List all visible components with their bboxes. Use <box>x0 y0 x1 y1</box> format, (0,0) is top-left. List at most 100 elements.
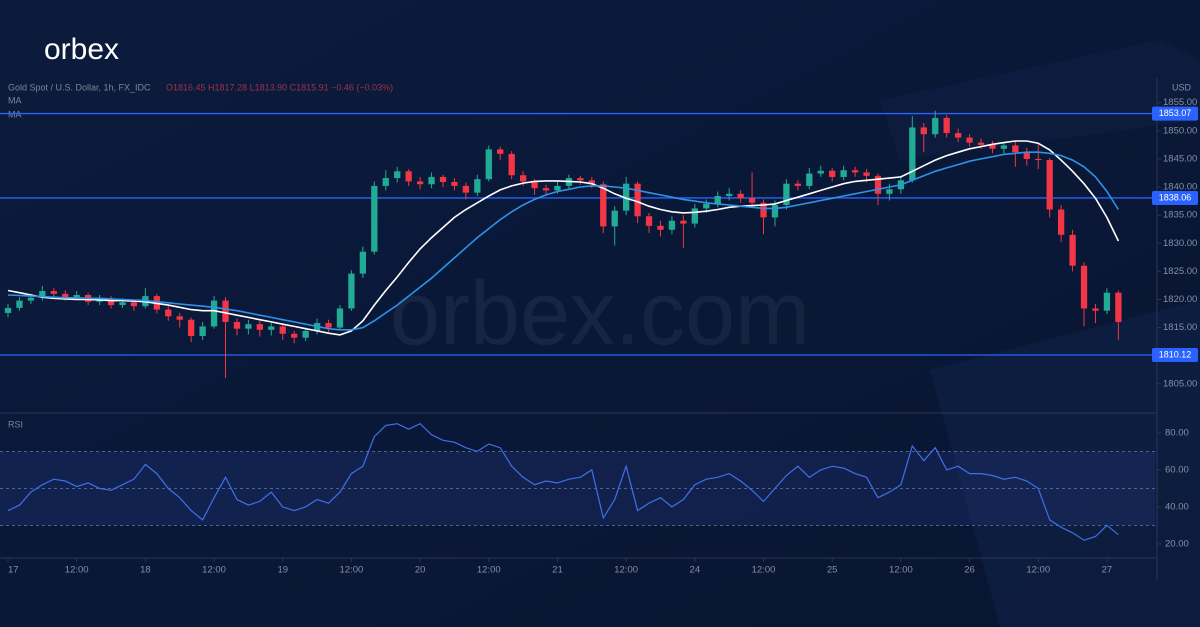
x-tick-label: 27 <box>1102 565 1113 576</box>
candle-body <box>165 309 172 317</box>
candle-body <box>1115 292 1122 322</box>
candle-body <box>302 330 309 338</box>
candle-body <box>107 298 115 306</box>
candle-body <box>829 170 836 177</box>
decor <box>930 300 1200 627</box>
y-tick-label: 1835.00 <box>1163 210 1197 221</box>
candle-body <box>27 297 35 301</box>
x-tick-label: 12:00 <box>340 565 364 576</box>
x-tick-label: 25 <box>827 565 838 576</box>
candle-body <box>542 188 550 191</box>
chart-title: Gold Spot / U.S. Dollar, 1h, FX_IDC <box>8 82 151 92</box>
candle-body <box>439 176 447 182</box>
candle-body <box>4 307 12 313</box>
rsi-line <box>7 422 1119 541</box>
x-tick-label: 17 <box>8 565 19 576</box>
candle-body <box>508 153 515 176</box>
y-tick-label: 1820.00 <box>1163 294 1197 305</box>
level-label: 1853.07 <box>1159 108 1192 118</box>
candle-body <box>1046 160 1053 210</box>
candle-body <box>794 183 802 186</box>
candle-body <box>748 198 756 203</box>
candle-body <box>222 300 229 322</box>
candle-body <box>279 326 286 334</box>
candle-body <box>245 324 252 329</box>
candle-body <box>474 179 481 193</box>
candle-body <box>783 183 790 206</box>
candle-body <box>359 251 367 274</box>
candle-body <box>50 291 57 294</box>
x-tick-label: 19 <box>277 565 288 576</box>
candle-body <box>806 173 813 186</box>
candle-body <box>382 178 389 186</box>
ma-line <box>7 151 1120 331</box>
candle-body <box>554 185 561 191</box>
x-tick-label: 18 <box>140 565 151 576</box>
candle-body <box>62 293 69 298</box>
y-tick-label: 1855.00 <box>1163 97 1197 108</box>
candle-body <box>73 294 80 298</box>
candle-body <box>256 324 263 330</box>
level-tag <box>1152 347 1198 362</box>
y-tick-label: 1830.00 <box>1163 238 1197 249</box>
x-tick-label: 12:00 <box>1026 565 1050 576</box>
candle-body <box>714 196 721 204</box>
candle-body <box>920 127 927 135</box>
candle-body <box>485 149 492 180</box>
candle-body <box>600 184 607 227</box>
candle-body <box>405 171 412 182</box>
candle-body <box>954 133 962 138</box>
level-tag <box>1152 106 1198 121</box>
quote: O1816.45 H1817.28 L1813.90 C1815.91 −0.4… <box>166 82 393 92</box>
candle-body <box>691 208 698 224</box>
candle-body <box>291 333 298 338</box>
x-tick-label: 24 <box>690 565 701 576</box>
candle-body <box>462 185 470 193</box>
candle-body <box>451 181 458 186</box>
candle-body <box>886 189 893 194</box>
candle-body <box>817 170 824 174</box>
x-tick-label: 12:00 <box>65 565 89 576</box>
candle-body <box>325 323 332 328</box>
candle-body <box>348 273 355 309</box>
logo: orbex <box>44 33 119 66</box>
candle-body <box>588 180 595 185</box>
level-tag <box>1152 190 1198 205</box>
candle-body <box>428 176 435 185</box>
candle-body <box>336 308 344 328</box>
candle-body <box>840 170 847 177</box>
candle-body <box>634 183 641 217</box>
x-tick-label: 12:00 <box>752 565 776 576</box>
x-tick-label: 12:00 <box>477 565 501 576</box>
candle-body <box>760 202 767 218</box>
candle-body <box>210 300 218 327</box>
candle-body <box>199 326 206 336</box>
decor <box>880 40 1200 160</box>
candle-body <box>611 210 618 227</box>
candle-body <box>771 205 779 218</box>
candle-body <box>1035 158 1042 161</box>
candle-body <box>531 181 538 189</box>
rsi-tick-label: 40.00 <box>1165 501 1189 512</box>
candle-body <box>645 216 653 226</box>
candle-body <box>371 185 378 252</box>
x-tick-label: 21 <box>552 565 563 576</box>
candle-body <box>909 127 916 181</box>
candle-body <box>519 175 527 182</box>
x-tick-label: 12:00 <box>202 565 226 576</box>
candle-body <box>130 302 138 307</box>
x-tick-label: 26 <box>964 565 975 576</box>
y-tick-label: 1850.00 <box>1163 125 1197 136</box>
rsi-tick-label: 60.00 <box>1165 464 1189 475</box>
watermark: orbex.com <box>390 264 810 364</box>
candle-body <box>268 326 275 330</box>
candle-body <box>39 291 46 298</box>
candle-body <box>233 321 241 329</box>
level-label: 1838.06 <box>1159 192 1192 202</box>
candle-body <box>966 137 973 143</box>
x-tick-label: 20 <box>415 565 426 576</box>
candle-body <box>1069 234 1076 266</box>
candle-body <box>863 172 870 176</box>
candle-body <box>726 193 733 197</box>
